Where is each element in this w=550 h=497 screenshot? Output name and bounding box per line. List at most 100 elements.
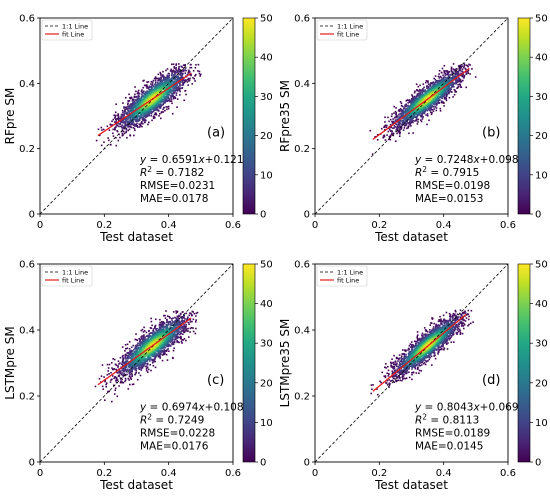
density-cell [134, 112, 137, 115]
density-cell [123, 125, 125, 128]
density-cell [168, 85, 171, 88]
density-cell [173, 67, 176, 69]
density-cell [137, 102, 140, 105]
density-cell [169, 79, 172, 82]
density-cell [177, 78, 180, 81]
density-cell [181, 87, 183, 89]
density-cell [184, 325, 187, 328]
density-cell [426, 91, 428, 93]
density-cell [161, 354, 164, 356]
density-cell [400, 102, 403, 105]
density-cell [448, 92, 450, 95]
density-cell [436, 102, 438, 104]
density-cell [431, 98, 434, 100]
density-cell [145, 331, 148, 334]
colorbar-tick-label: 20 [535, 131, 548, 142]
density-cell [395, 116, 397, 118]
density-cell [408, 121, 411, 124]
density-cell [146, 363, 149, 366]
density-cell [165, 310, 167, 312]
density-cell [113, 377, 115, 380]
density-cell [453, 82, 456, 85]
density-cell [162, 70, 164, 73]
density-cell [402, 119, 405, 121]
density-cell [122, 127, 125, 129]
density-cell [143, 79, 145, 82]
x-axis-label: Test dataset [99, 230, 173, 244]
density-cell [172, 81, 174, 83]
density-cell [162, 352, 165, 355]
density-cell [429, 101, 432, 103]
density-cell [455, 81, 458, 84]
density-cell [174, 316, 176, 319]
density-cell [117, 365, 119, 367]
density-cell [402, 109, 404, 112]
density-cell [398, 116, 400, 119]
density-cell [173, 78, 176, 81]
density-cell [163, 79, 166, 81]
density-cell [176, 76, 178, 79]
density-cell [460, 72, 462, 75]
density-cell [394, 110, 397, 113]
density-cell [119, 377, 122, 379]
density-cell [179, 69, 182, 72]
density-cell [394, 119, 397, 121]
density-cell [123, 120, 125, 123]
density-cell [181, 342, 183, 344]
density-cell [447, 73, 450, 75]
density-cell [112, 375, 114, 377]
density-cell [147, 112, 150, 114]
density-cell [395, 107, 397, 109]
density-cell [422, 87, 424, 90]
density-cell [156, 85, 158, 88]
density-cell [142, 117, 144, 120]
density-cell [151, 105, 154, 108]
density-cell [126, 352, 128, 354]
density-cell [182, 84, 185, 86]
density-cell [452, 68, 455, 70]
density-cell [141, 89, 143, 91]
density-cell [120, 125, 123, 128]
density-cell [140, 108, 143, 111]
density-cell [121, 381, 124, 383]
density-cell [460, 86, 462, 88]
density-cell [369, 129, 372, 132]
density-cell [181, 81, 184, 83]
density-cell [420, 96, 422, 99]
density-cell [458, 68, 461, 70]
density-cell [132, 121, 135, 123]
density-cell [137, 105, 140, 108]
density-cell [389, 118, 392, 121]
density-cell [161, 97, 163, 100]
density-cell [164, 99, 166, 102]
density-cell [157, 79, 159, 82]
axes-frame [314, 17, 509, 215]
density-cell [178, 341, 180, 344]
density-cell [143, 106, 146, 109]
density-cell [450, 67, 453, 70]
density-cell [118, 125, 120, 128]
density-cell [371, 153, 374, 155]
density-cell [429, 104, 431, 106]
density-cell [152, 100, 155, 103]
density-cell [103, 141, 105, 144]
density-cell [112, 135, 115, 137]
density-cell [376, 139, 379, 141]
density-cell [119, 125, 122, 128]
density-cell [167, 107, 170, 110]
y-tick-label: 0 [304, 210, 310, 221]
density-cell [165, 82, 168, 84]
density-cell [445, 73, 448, 76]
density-cell [163, 81, 166, 84]
density-cell [120, 116, 123, 119]
density-cell [124, 354, 127, 357]
density-cell [147, 330, 150, 332]
density-cell [175, 310, 177, 312]
x-tick-label: 0.2 [96, 220, 112, 231]
density-cell [174, 71, 176, 74]
density-cell [114, 111, 117, 114]
density-cell [150, 100, 152, 102]
density-cell [169, 317, 171, 319]
density-cell [417, 118, 420, 121]
